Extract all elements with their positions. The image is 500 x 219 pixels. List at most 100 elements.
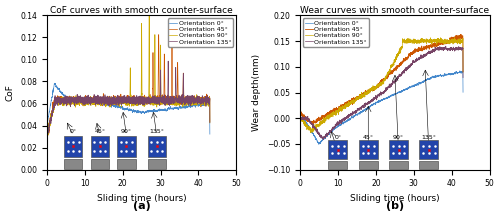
Orientation 0° xyxy=(52,83,58,86)
Title: Wear curves with smooth counter-surface: Wear curves with smooth counter-surface xyxy=(300,5,490,14)
Orientation 135° xyxy=(426,51,432,54)
Text: 135°: 135° xyxy=(422,135,436,140)
Orientation 90° xyxy=(164,96,170,99)
Legend: Orientation 0°, Orientation 45°, Orientation 90°, Orientation 135°: Orientation 0°, Orientation 45°, Orienta… xyxy=(303,18,369,46)
Orientation 90° xyxy=(418,40,424,43)
Orientation 90° xyxy=(44,152,50,154)
Orientation 45° xyxy=(400,57,406,60)
Orientation 90° xyxy=(148,98,154,100)
Orientation 45° xyxy=(356,95,362,98)
Orientation 45° xyxy=(52,97,58,99)
Text: 45°: 45° xyxy=(363,135,374,140)
Bar xyxy=(389,140,408,159)
Orientation 135° xyxy=(52,95,58,98)
Orientation 90° xyxy=(305,127,311,129)
Orientation 45° xyxy=(418,48,424,50)
Orientation 135° xyxy=(165,60,171,62)
Orientation 135° xyxy=(140,101,146,103)
Orientation 45° xyxy=(44,152,50,155)
Orientation 45° xyxy=(297,114,303,117)
Bar xyxy=(420,161,438,169)
Orientation 45° xyxy=(103,101,109,103)
Bar xyxy=(118,159,136,169)
Orientation 90° xyxy=(174,100,180,103)
Line: Orientation 135°: Orientation 135° xyxy=(47,61,210,153)
Y-axis label: Wear depth(mm): Wear depth(mm) xyxy=(252,54,262,131)
Orientation 135° xyxy=(418,55,424,57)
Orientation 45° xyxy=(460,70,466,73)
Orientation 135° xyxy=(297,116,303,119)
Orientation 0° xyxy=(174,107,180,110)
Orientation 45° xyxy=(207,120,213,123)
Text: (b): (b) xyxy=(386,201,404,211)
Orientation 0° xyxy=(316,143,322,146)
Orientation 135° xyxy=(164,96,170,99)
Bar xyxy=(118,136,136,157)
Orientation 0° xyxy=(400,88,406,91)
Bar xyxy=(328,140,347,159)
Y-axis label: CoF: CoF xyxy=(6,84,15,101)
Orientation 0° xyxy=(44,145,50,147)
Bar xyxy=(359,140,378,159)
Orientation 90° xyxy=(207,122,213,124)
Orientation 0° xyxy=(207,133,213,135)
Line: Orientation 135°: Orientation 135° xyxy=(300,46,463,140)
Orientation 135° xyxy=(460,76,466,79)
Line: Orientation 0°: Orientation 0° xyxy=(300,71,463,144)
Orientation 45° xyxy=(394,67,400,70)
Orientation 135° xyxy=(400,70,406,73)
Orientation 90° xyxy=(140,99,146,101)
Text: 90°: 90° xyxy=(393,135,404,140)
Bar xyxy=(91,136,109,157)
Orientation 135° xyxy=(174,98,180,100)
Orientation 45° xyxy=(305,119,311,121)
Text: 90°: 90° xyxy=(121,129,132,134)
Orientation 45° xyxy=(156,33,162,36)
Orientation 135° xyxy=(148,98,154,101)
Bar xyxy=(148,136,166,157)
Text: 0°: 0° xyxy=(70,129,77,134)
Orientation 135° xyxy=(320,138,326,141)
Orientation 0° xyxy=(103,102,109,105)
Bar xyxy=(91,159,109,169)
X-axis label: Sliding time (hours): Sliding time (hours) xyxy=(350,194,440,203)
Orientation 90° xyxy=(452,36,458,39)
Orientation 135° xyxy=(356,108,362,111)
Legend: Orientation 0°, Orientation 45°, Orientation 90°, Orientation 135°: Orientation 0°, Orientation 45°, Orienta… xyxy=(168,18,234,46)
Line: Orientation 90°: Orientation 90° xyxy=(300,38,463,132)
Orientation 90° xyxy=(426,39,432,42)
Orientation 0° xyxy=(426,77,432,80)
Line: Orientation 90°: Orientation 90° xyxy=(47,0,210,153)
Orientation 135° xyxy=(103,97,109,100)
Line: Orientation 45°: Orientation 45° xyxy=(300,35,463,124)
Orientation 135° xyxy=(394,79,400,81)
Orientation 0° xyxy=(418,81,424,84)
Bar xyxy=(420,140,438,159)
Orientation 90° xyxy=(460,71,466,74)
Orientation 45° xyxy=(140,100,146,102)
Orientation 45° xyxy=(308,123,314,125)
Orientation 0° xyxy=(164,108,170,110)
Text: 135°: 135° xyxy=(150,129,164,134)
Bar xyxy=(328,161,347,169)
Orientation 0° xyxy=(140,111,146,114)
X-axis label: Sliding time (hours): Sliding time (hours) xyxy=(97,194,186,203)
Bar xyxy=(389,161,408,169)
Orientation 0° xyxy=(460,91,466,94)
Orientation 0° xyxy=(297,118,303,120)
Line: Orientation 45°: Orientation 45° xyxy=(47,35,210,154)
Orientation 135° xyxy=(305,118,311,121)
Orientation 0° xyxy=(394,92,400,95)
Orientation 90° xyxy=(394,55,400,58)
Orientation 135° xyxy=(44,152,50,154)
Orientation 45° xyxy=(164,100,170,102)
Title: CoF curves with smooth counter-surface: CoF curves with smooth counter-surface xyxy=(50,5,233,14)
Orientation 135° xyxy=(207,121,213,124)
Orientation 0° xyxy=(52,82,58,85)
Bar xyxy=(64,136,82,157)
Orientation 0° xyxy=(356,112,362,114)
Text: 0°: 0° xyxy=(334,135,342,140)
Text: 45°: 45° xyxy=(94,129,106,134)
Orientation 0° xyxy=(148,110,154,113)
Orientation 90° xyxy=(308,131,314,134)
